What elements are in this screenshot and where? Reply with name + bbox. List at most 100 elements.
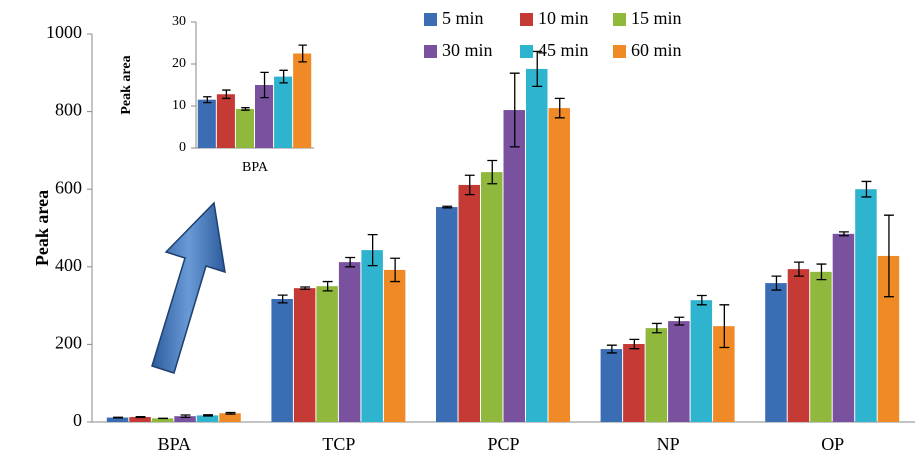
error-bar — [322, 280, 333, 292]
error-bar — [300, 286, 311, 290]
y-tick-label: 200 — [55, 333, 82, 353]
y-tick-label: 400 — [55, 255, 82, 275]
y-tick-label: 0 — [179, 140, 186, 155]
bar — [293, 288, 316, 422]
legend-label: 5 min — [442, 8, 484, 28]
x-tick-label: PCP — [487, 434, 519, 454]
bar — [877, 255, 900, 422]
x-tick-label: BPA — [158, 434, 191, 454]
error-bar — [390, 257, 401, 283]
x-tick-label: TCP — [322, 434, 355, 454]
bar — [765, 283, 787, 422]
legend-label: 30 min — [442, 40, 493, 60]
legend-swatch — [520, 45, 533, 58]
y-tick-label: 10 — [172, 98, 186, 113]
bar — [106, 417, 129, 422]
bar — [787, 269, 810, 422]
error-bar — [464, 174, 475, 196]
error-bar — [838, 231, 849, 237]
error-bar — [487, 159, 498, 185]
error-bar — [345, 256, 356, 268]
bar — [316, 286, 338, 422]
bar — [503, 110, 525, 422]
legend-label: 10 min — [538, 8, 589, 28]
error-bar — [241, 107, 250, 111]
legend-label: 45 min — [538, 40, 589, 60]
bar — [436, 207, 458, 422]
y-tick-label: 800 — [55, 100, 82, 120]
error-bar — [203, 96, 212, 104]
bar — [255, 85, 274, 148]
legend-swatch — [520, 13, 533, 26]
x-tick-label: BPA — [242, 160, 269, 175]
error-bar — [674, 316, 685, 326]
error-bar — [135, 415, 146, 419]
error-bar — [883, 214, 894, 298]
x-tick-label: NP — [657, 434, 680, 454]
bar — [600, 349, 623, 422]
error-bar — [222, 89, 231, 100]
bar — [481, 172, 503, 422]
error-bar — [298, 44, 307, 63]
error-bar — [861, 180, 872, 198]
bar — [197, 99, 216, 148]
bar — [832, 233, 855, 422]
bar — [174, 416, 196, 422]
bar — [810, 271, 832, 422]
error-bar — [719, 304, 730, 349]
arrow — [151, 201, 226, 374]
error-bar — [651, 322, 662, 334]
error-bar — [279, 69, 288, 84]
bar — [645, 328, 668, 422]
y-axis-label: Peak area — [119, 55, 134, 114]
bar — [293, 53, 312, 148]
error-bar — [771, 275, 782, 291]
bar — [151, 418, 174, 422]
y-tick-label: 30 — [172, 14, 186, 29]
bar — [196, 415, 219, 422]
y-tick-label: 1000 — [46, 22, 82, 42]
bar — [219, 413, 241, 422]
error-bar — [277, 294, 288, 304]
error-bar — [532, 50, 543, 88]
bar — [548, 108, 570, 422]
legend-swatch — [424, 45, 437, 58]
error-bar — [606, 344, 617, 354]
error-bar — [260, 71, 269, 99]
bar — [525, 68, 548, 423]
error-bar — [554, 97, 565, 119]
bar — [338, 262, 361, 422]
error-bar — [367, 233, 378, 267]
bar — [129, 417, 151, 422]
error-bar — [816, 263, 827, 281]
error-bar — [203, 414, 213, 417]
y-tick-label: 20 — [172, 56, 186, 71]
error-bar — [696, 294, 707, 306]
error-bar — [442, 205, 453, 209]
bar — [668, 321, 690, 422]
bar — [623, 344, 645, 422]
error-bar — [113, 416, 124, 419]
bar — [271, 299, 293, 422]
bar — [458, 184, 481, 422]
error-bar — [225, 411, 236, 415]
legend-swatch — [424, 13, 437, 26]
error-bar — [509, 72, 520, 148]
legend-swatch — [613, 45, 626, 58]
error-bar — [794, 261, 804, 277]
bar — [361, 250, 383, 422]
bar — [855, 189, 877, 422]
bar — [274, 76, 293, 148]
legend-label: 15 min — [631, 8, 682, 28]
bar — [235, 108, 254, 148]
y-axis-label: Peak area — [32, 190, 52, 266]
bar — [690, 300, 713, 422]
legend-swatch — [613, 13, 626, 26]
y-tick-label: 0 — [73, 410, 82, 430]
bar — [216, 94, 235, 148]
bar — [713, 326, 735, 422]
bar — [383, 269, 406, 422]
x-tick-label: OP — [821, 434, 844, 454]
legend-label: 60 min — [631, 40, 682, 60]
